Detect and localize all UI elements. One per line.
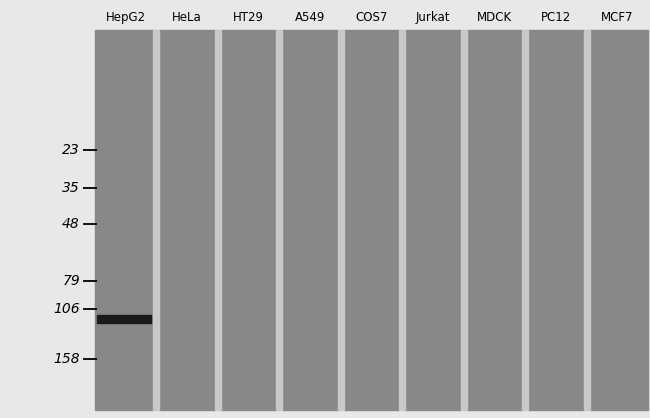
Text: COS7: COS7 [356,11,387,24]
Bar [522,30,528,410]
Bar [584,30,590,410]
Text: 48: 48 [62,217,80,231]
Bar [467,30,522,410]
Bar [590,30,648,410]
Bar [528,30,584,410]
Bar [399,30,405,410]
Text: MCF7: MCF7 [601,11,634,24]
Bar [159,30,215,410]
Text: 106: 106 [53,302,80,316]
Bar [338,30,344,410]
Bar [282,30,338,410]
Bar [461,30,467,410]
Text: A549: A549 [295,11,325,24]
Text: MDCK: MDCK [477,11,512,24]
Text: HeLa: HeLa [172,11,202,24]
Text: 158: 158 [53,352,80,366]
Text: 79: 79 [62,274,80,288]
Bar [344,30,399,410]
Text: Jurkat: Jurkat [416,11,450,24]
Text: 35: 35 [62,181,80,195]
Bar [405,30,461,410]
Bar [276,30,282,410]
Text: 23: 23 [62,143,80,157]
Bar [95,30,153,410]
Bar [153,30,159,410]
Text: PC12: PC12 [541,11,571,24]
Text: HT29: HT29 [233,11,264,24]
Bar [215,30,221,410]
Bar [97,315,151,323]
Bar [221,30,276,410]
Text: HepG2: HepG2 [106,11,146,24]
